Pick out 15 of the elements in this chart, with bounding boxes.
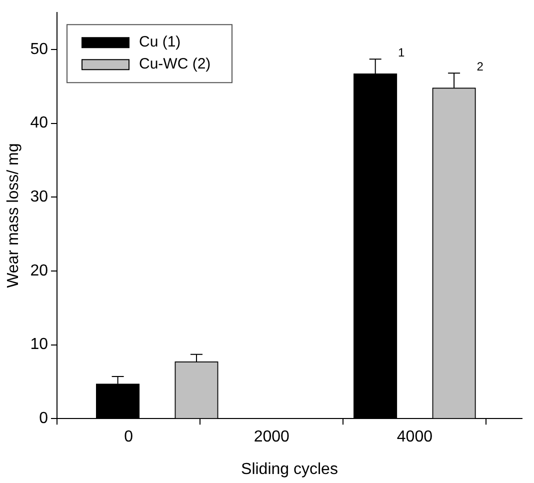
legend-label: Cu-WC (2) <box>138 56 211 73</box>
x-tick-label: 0 <box>124 428 134 446</box>
annotation: 2 <box>476 59 484 74</box>
y-tick-label: 50 <box>30 40 48 58</box>
x-axis-title: Sliding cycles <box>241 460 338 478</box>
legend-label: Cu (1) <box>138 34 181 51</box>
y-tick-label: 40 <box>30 114 48 132</box>
y-tick-label: 10 <box>30 336 48 354</box>
y-tick-label: 20 <box>30 262 48 280</box>
x-tick-label: 4000 <box>396 428 433 446</box>
y-axis-title: Wear mass loss/ mg <box>5 143 22 288</box>
y-tick-label: 0 <box>39 410 48 428</box>
annotation: 1 <box>398 45 405 60</box>
y-tick-label: 30 <box>30 188 48 206</box>
x-tick-label: 2000 <box>254 428 290 446</box>
